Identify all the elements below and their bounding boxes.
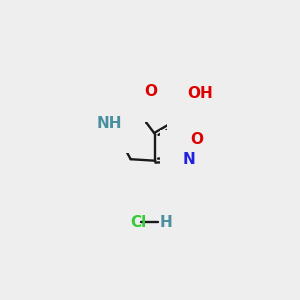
Text: OH: OH (187, 86, 213, 101)
Text: O: O (190, 133, 203, 148)
Text: N: N (183, 152, 196, 167)
Text: O: O (190, 133, 203, 148)
Text: NH: NH (97, 116, 122, 130)
Text: O: O (144, 84, 157, 99)
Text: H: H (160, 215, 173, 230)
Text: O: O (144, 84, 157, 99)
Text: N: N (183, 152, 196, 167)
Text: Cl: Cl (131, 215, 147, 230)
Text: OH: OH (187, 86, 213, 101)
Text: NH: NH (97, 116, 122, 130)
